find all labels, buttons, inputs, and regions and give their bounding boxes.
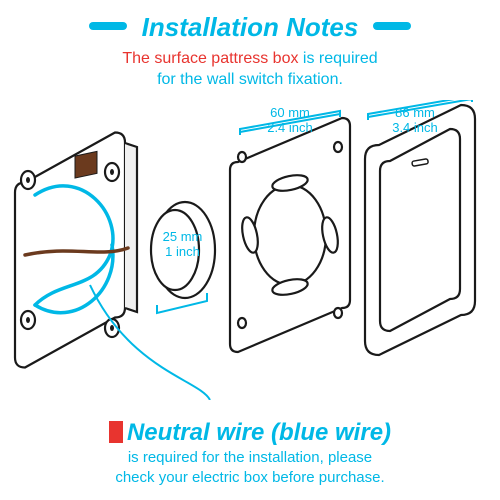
subtitle: The surface pattress box is required for… — [0, 49, 500, 91]
dim-86mm: 86 mm3.4 inch — [380, 106, 450, 136]
installation-diagram: 25 mm1 inch 60 mm2.4 inch 86 mm3.4 inch — [0, 100, 500, 400]
footer-line2: check your electric box before purchase. — [0, 469, 500, 488]
page-title: Installation Notes — [142, 12, 359, 43]
footer-line1: is required for the installation, please — [0, 449, 500, 468]
dim-60mm: 60 mm2.4 inch — [255, 106, 325, 136]
subtitle-highlight: The surface pattress box — [122, 50, 298, 67]
dash-right-icon — [373, 22, 411, 30]
red-square-icon — [109, 421, 123, 443]
subtitle-text1: is required — [298, 50, 377, 67]
subtitle-text2: for the wall switch fixation. — [157, 71, 343, 88]
footer: Neutral wire (blue wire) is required for… — [0, 419, 500, 489]
header: Installation Notes The surface pattress … — [0, 0, 500, 91]
dash-left-icon — [89, 22, 127, 30]
dim-25mm: 25 mm1 inch — [155, 230, 210, 260]
neutral-wire-title: Neutral wire (blue wire) — [0, 419, 500, 447]
diagram-svg — [0, 100, 500, 400]
